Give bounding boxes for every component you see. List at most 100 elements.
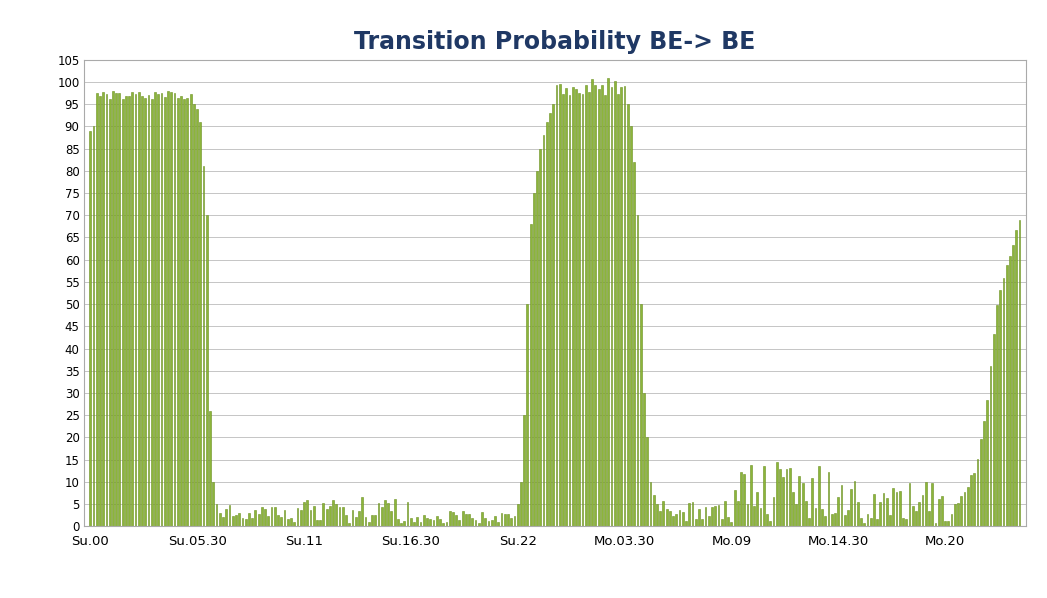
Bar	[698, 509, 699, 526]
Bar	[728, 517, 729, 526]
Bar	[206, 215, 207, 526]
Bar	[627, 104, 628, 526]
Bar	[361, 498, 363, 526]
Bar	[432, 520, 435, 526]
Bar	[935, 523, 936, 526]
Bar	[488, 521, 489, 526]
Bar	[1019, 220, 1021, 526]
Bar	[384, 500, 385, 526]
Bar	[293, 521, 295, 526]
Bar	[957, 503, 959, 526]
Bar	[860, 518, 862, 526]
Bar	[329, 507, 331, 526]
Bar	[966, 487, 968, 526]
Bar	[921, 495, 923, 526]
Bar	[556, 85, 557, 526]
Bar	[174, 93, 175, 526]
Bar	[542, 135, 544, 526]
Bar	[507, 514, 509, 526]
Bar	[779, 469, 781, 526]
Bar	[688, 504, 690, 526]
Bar	[1006, 266, 1007, 526]
Bar	[864, 523, 865, 526]
Bar	[482, 512, 483, 526]
Bar	[811, 478, 814, 526]
Bar	[954, 504, 956, 526]
Bar	[417, 517, 418, 526]
Bar	[850, 490, 852, 526]
Bar	[349, 523, 350, 526]
Bar	[310, 509, 311, 526]
Bar	[841, 485, 843, 526]
Bar	[847, 510, 849, 526]
Bar	[222, 517, 224, 526]
Bar	[675, 514, 677, 526]
Bar	[838, 498, 839, 526]
Bar	[216, 504, 218, 526]
Bar	[128, 96, 130, 526]
Bar	[630, 126, 632, 526]
Bar	[753, 506, 755, 526]
Bar	[879, 502, 882, 526]
Bar	[682, 512, 684, 526]
Bar	[607, 78, 609, 526]
Bar	[951, 514, 953, 526]
Bar	[705, 507, 707, 526]
Bar	[725, 502, 726, 526]
Bar	[313, 507, 314, 526]
Bar	[468, 514, 470, 526]
Bar	[1016, 230, 1018, 526]
Bar	[423, 515, 425, 526]
Bar	[381, 507, 382, 526]
Bar	[960, 496, 962, 526]
Bar	[550, 113, 551, 526]
Bar	[815, 508, 817, 526]
Bar	[183, 99, 185, 526]
Bar	[737, 501, 739, 526]
Bar	[766, 514, 767, 526]
Bar	[520, 482, 521, 526]
Bar	[264, 509, 266, 526]
Bar	[678, 510, 681, 526]
Bar	[452, 512, 453, 526]
Bar	[135, 94, 136, 526]
Bar	[912, 507, 914, 526]
Bar	[132, 91, 133, 526]
Bar	[685, 521, 687, 526]
Bar	[870, 518, 871, 526]
Bar	[442, 523, 444, 526]
Bar	[999, 290, 1001, 526]
Bar	[485, 518, 486, 526]
Bar	[588, 92, 589, 526]
Bar	[617, 94, 619, 526]
Bar	[406, 502, 408, 526]
Bar	[948, 520, 950, 526]
Bar	[993, 334, 995, 526]
Bar	[261, 507, 263, 526]
Bar	[290, 518, 292, 526]
Bar	[258, 514, 260, 526]
Bar	[565, 88, 567, 526]
Bar	[578, 93, 580, 526]
Bar	[989, 366, 992, 526]
Bar	[296, 508, 298, 526]
Bar	[536, 171, 538, 526]
Bar	[974, 473, 975, 526]
Bar	[743, 474, 745, 526]
Bar	[342, 507, 343, 526]
Bar	[277, 515, 279, 526]
Bar	[915, 511, 917, 526]
Bar	[601, 85, 603, 526]
Bar	[400, 523, 402, 526]
Bar	[666, 509, 668, 526]
Bar	[429, 519, 431, 526]
Title: Transition Probability BE-> BE: Transition Probability BE-> BE	[354, 30, 756, 54]
Bar	[228, 505, 230, 526]
Bar	[740, 472, 742, 526]
Bar	[471, 518, 473, 526]
Bar	[734, 490, 735, 526]
Bar	[844, 515, 846, 526]
Bar	[906, 518, 907, 526]
Bar	[474, 520, 476, 526]
Bar	[717, 505, 719, 526]
